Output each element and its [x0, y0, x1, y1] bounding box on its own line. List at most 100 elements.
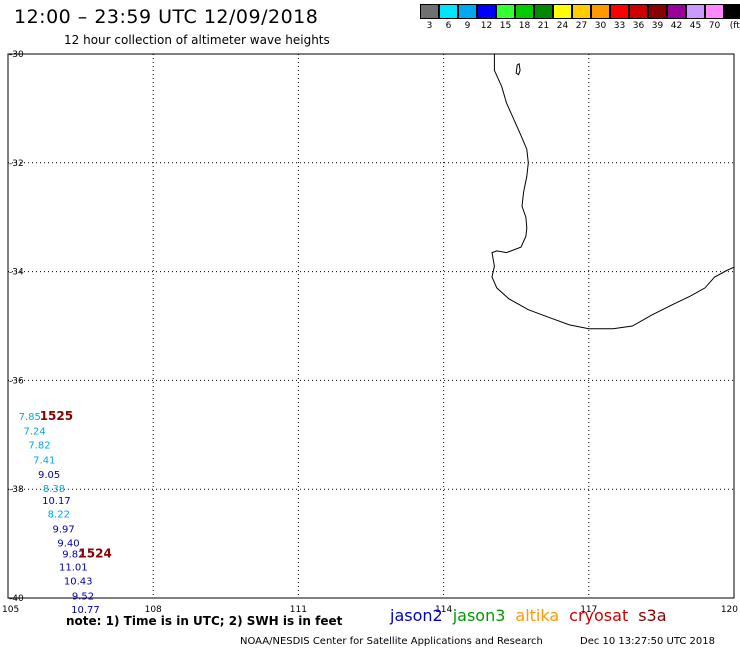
legend-label: 30: [594, 21, 607, 31]
legend-swatch: [476, 4, 496, 19]
legend-item: 27: [571, 4, 591, 31]
legend-swatch: [666, 4, 686, 19]
lat-tick-label: -38: [9, 485, 24, 495]
legend-label: 42: [670, 21, 683, 31]
satellite-name: s3a: [638, 606, 667, 625]
legend-label: 45: [689, 21, 702, 31]
pass-number-label: 1525: [40, 409, 73, 423]
legend-label: 6: [445, 21, 452, 31]
grid-lines: [8, 54, 734, 598]
legend-swatch: [647, 4, 667, 19]
wave-height-value: 9.52: [72, 591, 94, 602]
legend-label: 36: [632, 21, 645, 31]
wave-height-value: 7.24: [23, 426, 45, 437]
legend-item: 6: [438, 4, 458, 31]
wave-height-value: 10.77: [71, 605, 100, 616]
lat-tick-label: -30: [9, 50, 24, 60]
legend-swatch: [419, 4, 439, 19]
lon-tick-label: 114: [435, 605, 452, 615]
legend-item: 24: [552, 4, 572, 31]
axis-labels: 105 108 111 114 117 120 -30 -32 -34 -36 -38 -40: [2, 50, 738, 615]
legend-swatch: [590, 4, 610, 19]
island-coastline: [515, 63, 521, 76]
legend-item: 70: [704, 4, 724, 31]
legend-item: 36: [628, 4, 648, 31]
legend-swatch: [628, 4, 648, 19]
legend-label: 21: [537, 21, 550, 31]
legend-swatch: [723, 4, 740, 19]
legend-item: 30: [590, 4, 610, 31]
wave-height-value: 7.41: [33, 455, 55, 466]
legend-item: 42: [666, 4, 686, 31]
legend-label: 33: [613, 21, 626, 31]
legend-swatch: [533, 4, 553, 19]
wave-height-value: 10.43: [64, 577, 93, 588]
wave-height-value: 7.82: [28, 441, 50, 452]
lon-tick-label: 120: [721, 605, 738, 615]
legend-item: [723, 4, 740, 31]
satellite-name: cryosat: [569, 606, 629, 625]
legend-item: 45: [685, 4, 705, 31]
legend-item: 15: [495, 4, 515, 31]
legend-label: 27: [575, 21, 588, 31]
legend-label: 9: [464, 21, 471, 31]
satellite-name: altika: [515, 606, 560, 625]
legend-swatch: [438, 4, 458, 19]
wave-height-value: 9.05: [38, 470, 60, 481]
map-frame: [7, 53, 735, 599]
legend-label: 12: [480, 21, 493, 31]
lat-tick-label: -36: [9, 376, 24, 386]
wave-height-value: 10.17: [42, 496, 71, 507]
legend-unit: (ft): [729, 21, 740, 31]
wave-height-value: 8.38: [43, 484, 65, 495]
legend-swatch: [552, 4, 572, 19]
legend-label: 3: [426, 21, 433, 31]
credit-text: NOAA/NESDIS Center for Satellite Applica…: [240, 636, 543, 647]
wave-height-value: 9.40: [57, 539, 79, 550]
legend-label: 70: [708, 21, 721, 31]
satellite-key: jason2 jason3 altika cryosat s3a: [390, 606, 667, 625]
generated-timestamp: Dec 10 13:27:50 UTC 2018: [580, 636, 715, 647]
legend-swatch: [571, 4, 591, 19]
legend-item: 12: [476, 4, 496, 31]
lat-tick-label: -32: [9, 159, 24, 169]
legend-swatch: [704, 4, 724, 19]
legend-item: 3: [419, 4, 439, 31]
mainland-coastline: [491, 54, 735, 330]
wave-height-value: 7.85: [19, 412, 41, 423]
legend-item: 39: [647, 4, 667, 31]
lon-tick-label: 108: [145, 605, 162, 615]
satellite-name: jason2: [390, 606, 443, 625]
legend-swatch: [495, 4, 515, 19]
legend-swatch: [609, 4, 629, 19]
lon-tick-label: 111: [290, 605, 307, 615]
lat-tick-label: -34: [9, 268, 24, 278]
wave-height-value: 8.22: [48, 510, 70, 521]
pass-labels: 1525 1524: [40, 409, 112, 561]
legend-label: 18: [518, 21, 531, 31]
coastline: [491, 54, 735, 330]
legend-item: 21: [533, 4, 553, 31]
legend-item: 18: [514, 4, 534, 31]
footer-note: note: 1) Time is in UTC; 2) SWH is in fe…: [66, 614, 343, 628]
wave-height-value: 9.97: [53, 524, 75, 535]
satellite-name: jason3: [452, 606, 506, 625]
legend-swatch: [514, 4, 534, 19]
pass-number-label: 1524: [78, 546, 111, 560]
lat-tick-label: -40: [9, 594, 24, 604]
legend-label: 39: [651, 21, 664, 31]
legend-label: 15: [499, 21, 512, 31]
legend-swatch: [685, 4, 705, 19]
map-subtitle: 12 hour collection of altimeter wave hei…: [64, 33, 330, 47]
legend-swatch: [457, 4, 477, 19]
legend-item: 9: [457, 4, 477, 31]
legend-label: 24: [556, 21, 569, 31]
map-title: 12:00 – 23:59 UTC 12/09/2018: [14, 6, 319, 28]
wave-height-value: 11.01: [59, 562, 88, 573]
wave-height-value: 9.82: [62, 549, 84, 560]
legend-item: 33: [609, 4, 629, 31]
lon-tick-label: 105: [2, 605, 19, 615]
